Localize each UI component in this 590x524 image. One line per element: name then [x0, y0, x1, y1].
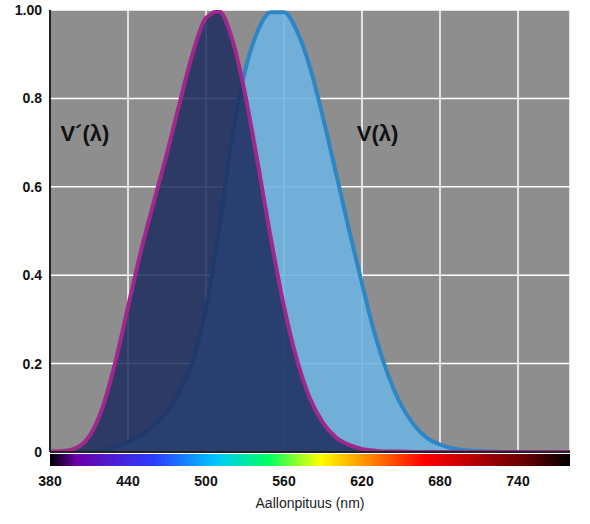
svg-text:1.00: 1.00 — [15, 2, 42, 18]
svg-text:560: 560 — [272, 473, 296, 489]
svg-text:380: 380 — [38, 473, 62, 489]
svg-text:500: 500 — [194, 473, 218, 489]
svg-text:740: 740 — [506, 473, 530, 489]
svg-text:440: 440 — [116, 473, 140, 489]
svg-text:0.6: 0.6 — [23, 179, 43, 195]
html-text:V´(λ): V´(λ) — [60, 120, 110, 146]
svg-text:Aallonpituus (nm): Aallonpituus (nm) — [256, 495, 365, 511]
svg-text:620: 620 — [350, 473, 374, 489]
svg-text:0.4: 0.4 — [23, 267, 43, 283]
svg-text:0.2: 0.2 — [23, 356, 43, 372]
svg-text:680: 680 — [428, 473, 452, 489]
html-text:V(λ): V(λ) — [356, 120, 399, 146]
svg-text:0.8: 0.8 — [23, 90, 43, 106]
svg-text:0: 0 — [34, 444, 42, 460]
